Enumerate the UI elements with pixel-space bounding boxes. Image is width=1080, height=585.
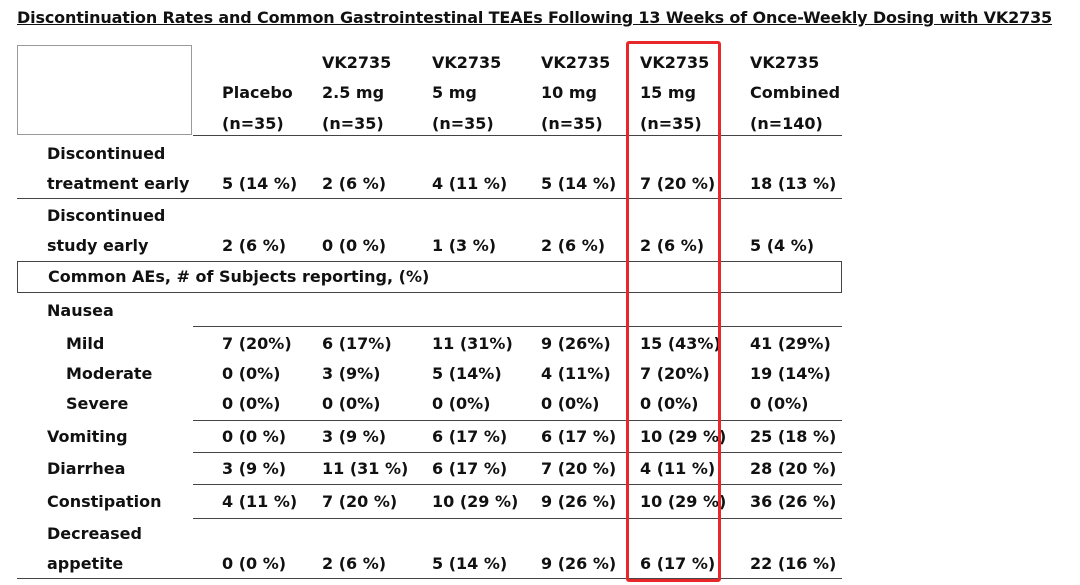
col-header-6-line2: Combined	[750, 83, 841, 102]
col-header-2-line2: 2.5 mg	[322, 83, 385, 102]
table-cell: 5 (4 %)	[750, 236, 815, 255]
table-cell: 5 (14 %)	[541, 174, 617, 193]
table-cell: 10 (29 %)	[640, 427, 727, 446]
header-divider	[193, 135, 842, 136]
table-cell: 18 (13 %)	[750, 174, 837, 193]
table-cell: 28 (20 %)	[750, 459, 837, 478]
table-bottom-border	[17, 578, 842, 579]
table-cell: 3 (9%)	[322, 364, 381, 383]
section-header: Common AEs, # of Subjects reporting, (%)	[48, 267, 430, 286]
col-header-6-line3: (n=140)	[750, 114, 823, 133]
table-cell: 10 (29 %)	[432, 492, 519, 511]
table-cell: 2 (6 %)	[222, 236, 287, 255]
col-header-5-line3: (n=35)	[640, 114, 702, 133]
table-cell: 25 (18 %)	[750, 427, 837, 446]
col-header-3-line1: VK2735	[432, 53, 502, 72]
table-cell: 6 (17%)	[322, 334, 392, 353]
table-cell: 0 (0%)	[541, 394, 600, 413]
table-cell: 9 (26 %)	[541, 554, 617, 573]
row-label: Nausea	[47, 301, 114, 320]
table-cell: 2 (6 %)	[322, 174, 387, 193]
table-cell: 4 (11%)	[541, 364, 611, 383]
row-label: Mild	[66, 334, 105, 353]
table-cell: 0 (0%)	[322, 394, 381, 413]
row-label: Severe	[66, 394, 129, 413]
table-cell: 2 (6 %)	[322, 554, 387, 573]
col-header-3-line3: (n=35)	[432, 114, 494, 133]
table-cell: 41 (29%)	[750, 334, 831, 353]
row-divider	[193, 518, 842, 519]
col-header-5-line1: VK2735	[640, 53, 710, 72]
table-cell: 2 (6 %)	[541, 236, 606, 255]
table-cell: 7 (20 %)	[541, 459, 617, 478]
table-cell: 0 (0%)	[432, 394, 491, 413]
section-header-box: Common AEs, # of Subjects reporting, (%)	[17, 261, 842, 293]
row-divider	[17, 198, 842, 199]
header-blank-cell	[17, 45, 192, 135]
table-cell: 11 (31%)	[432, 334, 513, 353]
row-label: Discontinued	[47, 144, 166, 163]
table-cell: 0 (0 %)	[322, 236, 387, 255]
col-header-6-line1: VK2735	[750, 53, 820, 72]
table-cell: 6 (17 %)	[640, 554, 716, 573]
row-label: treatment early	[47, 174, 190, 193]
table-title: Discontinuation Rates and Common Gastroi…	[17, 8, 1053, 27]
table-cell: 7 (20%)	[222, 334, 292, 353]
table-cell: 3 (9 %)	[322, 427, 387, 446]
row-label: Vomiting	[47, 427, 128, 446]
table-cell: 2 (6 %)	[640, 236, 705, 255]
col-header-4-line2: 10 mg	[541, 83, 597, 102]
col-header-4-line1: VK2735	[541, 53, 611, 72]
table-cell: 5 (14 %)	[432, 554, 508, 573]
highlight-box-15mg-column	[626, 41, 721, 582]
row-label: study early	[47, 236, 149, 255]
col-header-5-line2: 15 mg	[640, 83, 696, 102]
table-cell: 22 (16 %)	[750, 554, 837, 573]
table-cell: 9 (26 %)	[541, 492, 617, 511]
table-cell: 1 (3 %)	[432, 236, 497, 255]
row-label: Diarrhea	[47, 459, 126, 478]
table-cell: 6 (17 %)	[541, 427, 617, 446]
table-cell: 4 (11 %)	[222, 492, 298, 511]
table-cell: 7 (20%)	[640, 364, 710, 383]
table-cell: 19 (14%)	[750, 364, 831, 383]
table-cell: 3 (9 %)	[222, 459, 287, 478]
row-label: appetite	[47, 554, 124, 573]
table-cell: 5 (14 %)	[222, 174, 298, 193]
table-cell: 4 (11 %)	[432, 174, 508, 193]
table-cell: 0 (0%)	[750, 394, 809, 413]
table-cell: 7 (20 %)	[640, 174, 716, 193]
table-cell: 0 (0%)	[222, 394, 281, 413]
table-cell: 0 (0 %)	[222, 427, 287, 446]
table-cell: 10 (29 %)	[640, 492, 727, 511]
col-header-3-line2: 5 mg	[432, 83, 477, 102]
table-cell: 36 (26 %)	[750, 492, 837, 511]
row-divider	[193, 420, 842, 421]
table-cell: 9 (26%)	[541, 334, 611, 353]
table-cell: 15 (43%)	[640, 334, 721, 353]
table-cell: 7 (20 %)	[322, 492, 398, 511]
col-header-2-line1: VK2735	[322, 53, 392, 72]
row-label: Discontinued	[47, 206, 166, 225]
table-cell: 11 (31 %)	[322, 459, 409, 478]
table-cell: 0 (0 %)	[222, 554, 287, 573]
table-cell: 0 (0%)	[222, 364, 281, 383]
col-header-4-line3: (n=35)	[541, 114, 603, 133]
col-header-1-line3: (n=35)	[222, 114, 284, 133]
row-label: Moderate	[66, 364, 153, 383]
col-header-2-line3: (n=35)	[322, 114, 384, 133]
table-cell: 6 (17 %)	[432, 459, 508, 478]
table-cell: 0 (0%)	[640, 394, 699, 413]
col-header-1-line2: Placebo	[222, 83, 293, 102]
table-cell: 5 (14%)	[432, 364, 502, 383]
row-divider	[193, 484, 842, 485]
row-divider	[193, 452, 842, 453]
table-cell: 4 (11 %)	[640, 459, 716, 478]
row-label: Decreased	[47, 524, 142, 543]
row-label: Constipation	[47, 492, 162, 511]
row-divider	[193, 326, 842, 327]
table-cell: 6 (17 %)	[432, 427, 508, 446]
